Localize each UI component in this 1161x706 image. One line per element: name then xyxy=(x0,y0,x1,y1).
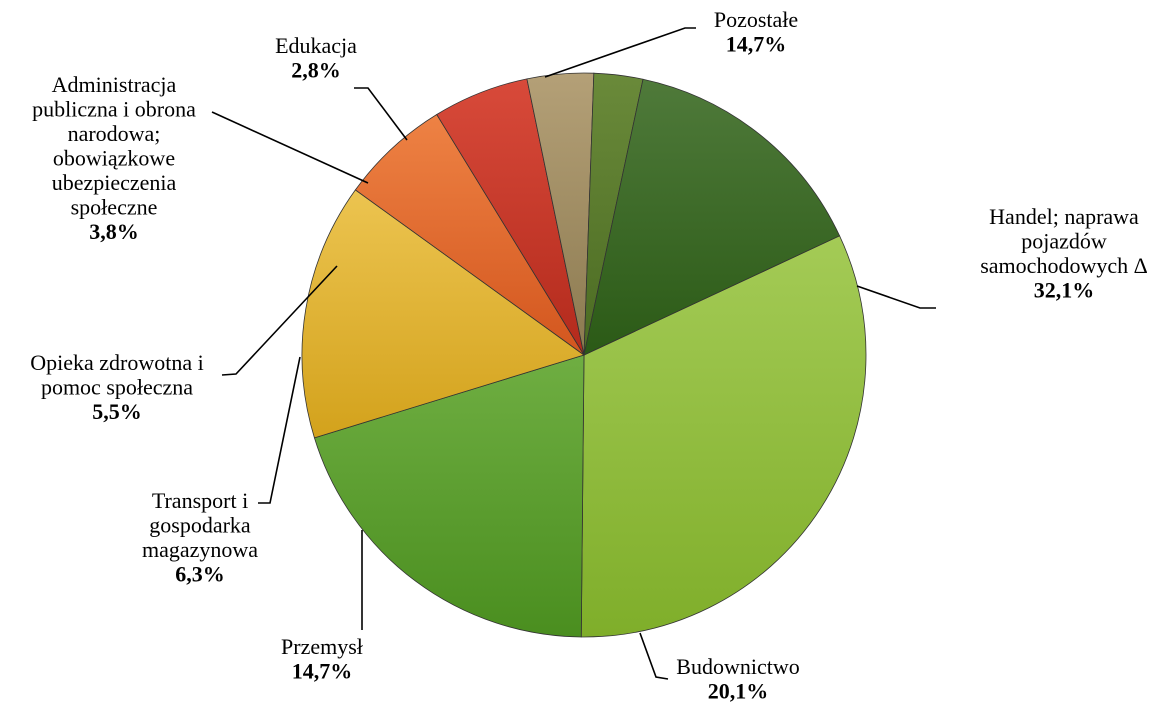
slice-label-line: Opieka zdrowotna i xyxy=(30,350,204,375)
slice-label-line: Przemysł xyxy=(281,634,363,659)
slice-label: Edukacja 2,8% xyxy=(275,33,357,83)
slice-label-line: magazynowa xyxy=(142,537,258,562)
slice-label: Administracja publiczna i obrona narodowa;… xyxy=(32,72,196,244)
slice-label-line: samochodowych Δ xyxy=(980,253,1148,278)
slice-label-line: Transport i xyxy=(152,488,248,513)
pie-slice xyxy=(313,354,585,638)
leader-line xyxy=(544,27,696,78)
leader-line xyxy=(856,285,936,309)
leader-line xyxy=(221,265,338,376)
slice-value-label: 14,7% xyxy=(726,32,787,57)
slices xyxy=(301,72,867,638)
slice-label-line: Handel; naprawa xyxy=(989,204,1139,229)
leader-lines xyxy=(211,27,936,680)
slice-label-line: Budownictwo xyxy=(676,654,799,679)
leader-line xyxy=(639,632,669,680)
slice-label-line: Pozostałe xyxy=(714,7,798,32)
slice-value-label: 2,8% xyxy=(291,58,341,83)
slice-label-line: Administracja xyxy=(52,72,177,97)
slice-label: Pozostałe 14,7% xyxy=(714,7,798,57)
slice-labels: Handel; naprawa pojazdów samochodowych Δ 32… xyxy=(30,7,1148,704)
leader-line xyxy=(258,356,301,504)
slice-value-label: 6,3% xyxy=(175,562,225,587)
slice-label-line: pojazdów xyxy=(1021,229,1107,254)
slice-value-label: 32,1% xyxy=(1034,278,1095,303)
slice-value-label: 3,8% xyxy=(89,219,139,244)
slice-label: Transport i gospodarka magazynowa 6,3% xyxy=(142,488,258,587)
leader-line xyxy=(354,87,408,141)
slice-label: Opieka zdrowotna i pomoc społeczna 5,5% xyxy=(30,350,204,424)
pie-slice xyxy=(301,189,585,439)
slice-label-line: obowiązkowe xyxy=(53,146,175,171)
slice-label: Przemysł 14,7% xyxy=(281,634,363,684)
slice-value-label: 14,7% xyxy=(292,659,353,684)
slice-label-line: pomoc społeczna xyxy=(41,375,193,400)
slice-label-line: społeczne xyxy=(71,195,158,220)
pie-slice xyxy=(580,235,867,638)
slice-label: Handel; naprawa pojazdów samochodowych Δ 32… xyxy=(980,204,1148,303)
slice-label-line: gospodarka xyxy=(149,513,251,538)
pie-slice xyxy=(583,78,841,356)
slice-label: Budownictwo 20,1% xyxy=(676,654,799,704)
slice-label-line: Edukacja xyxy=(275,33,357,58)
slice-label-line: narodowa; xyxy=(68,121,161,146)
slice-label-line: publiczna i obrona xyxy=(32,97,196,122)
slice-value-label: 20,1% xyxy=(708,679,769,704)
leader-line xyxy=(211,111,369,184)
slice-value-label: 5,5% xyxy=(92,399,142,424)
slice-label-line: ubezpieczenia xyxy=(52,170,177,195)
